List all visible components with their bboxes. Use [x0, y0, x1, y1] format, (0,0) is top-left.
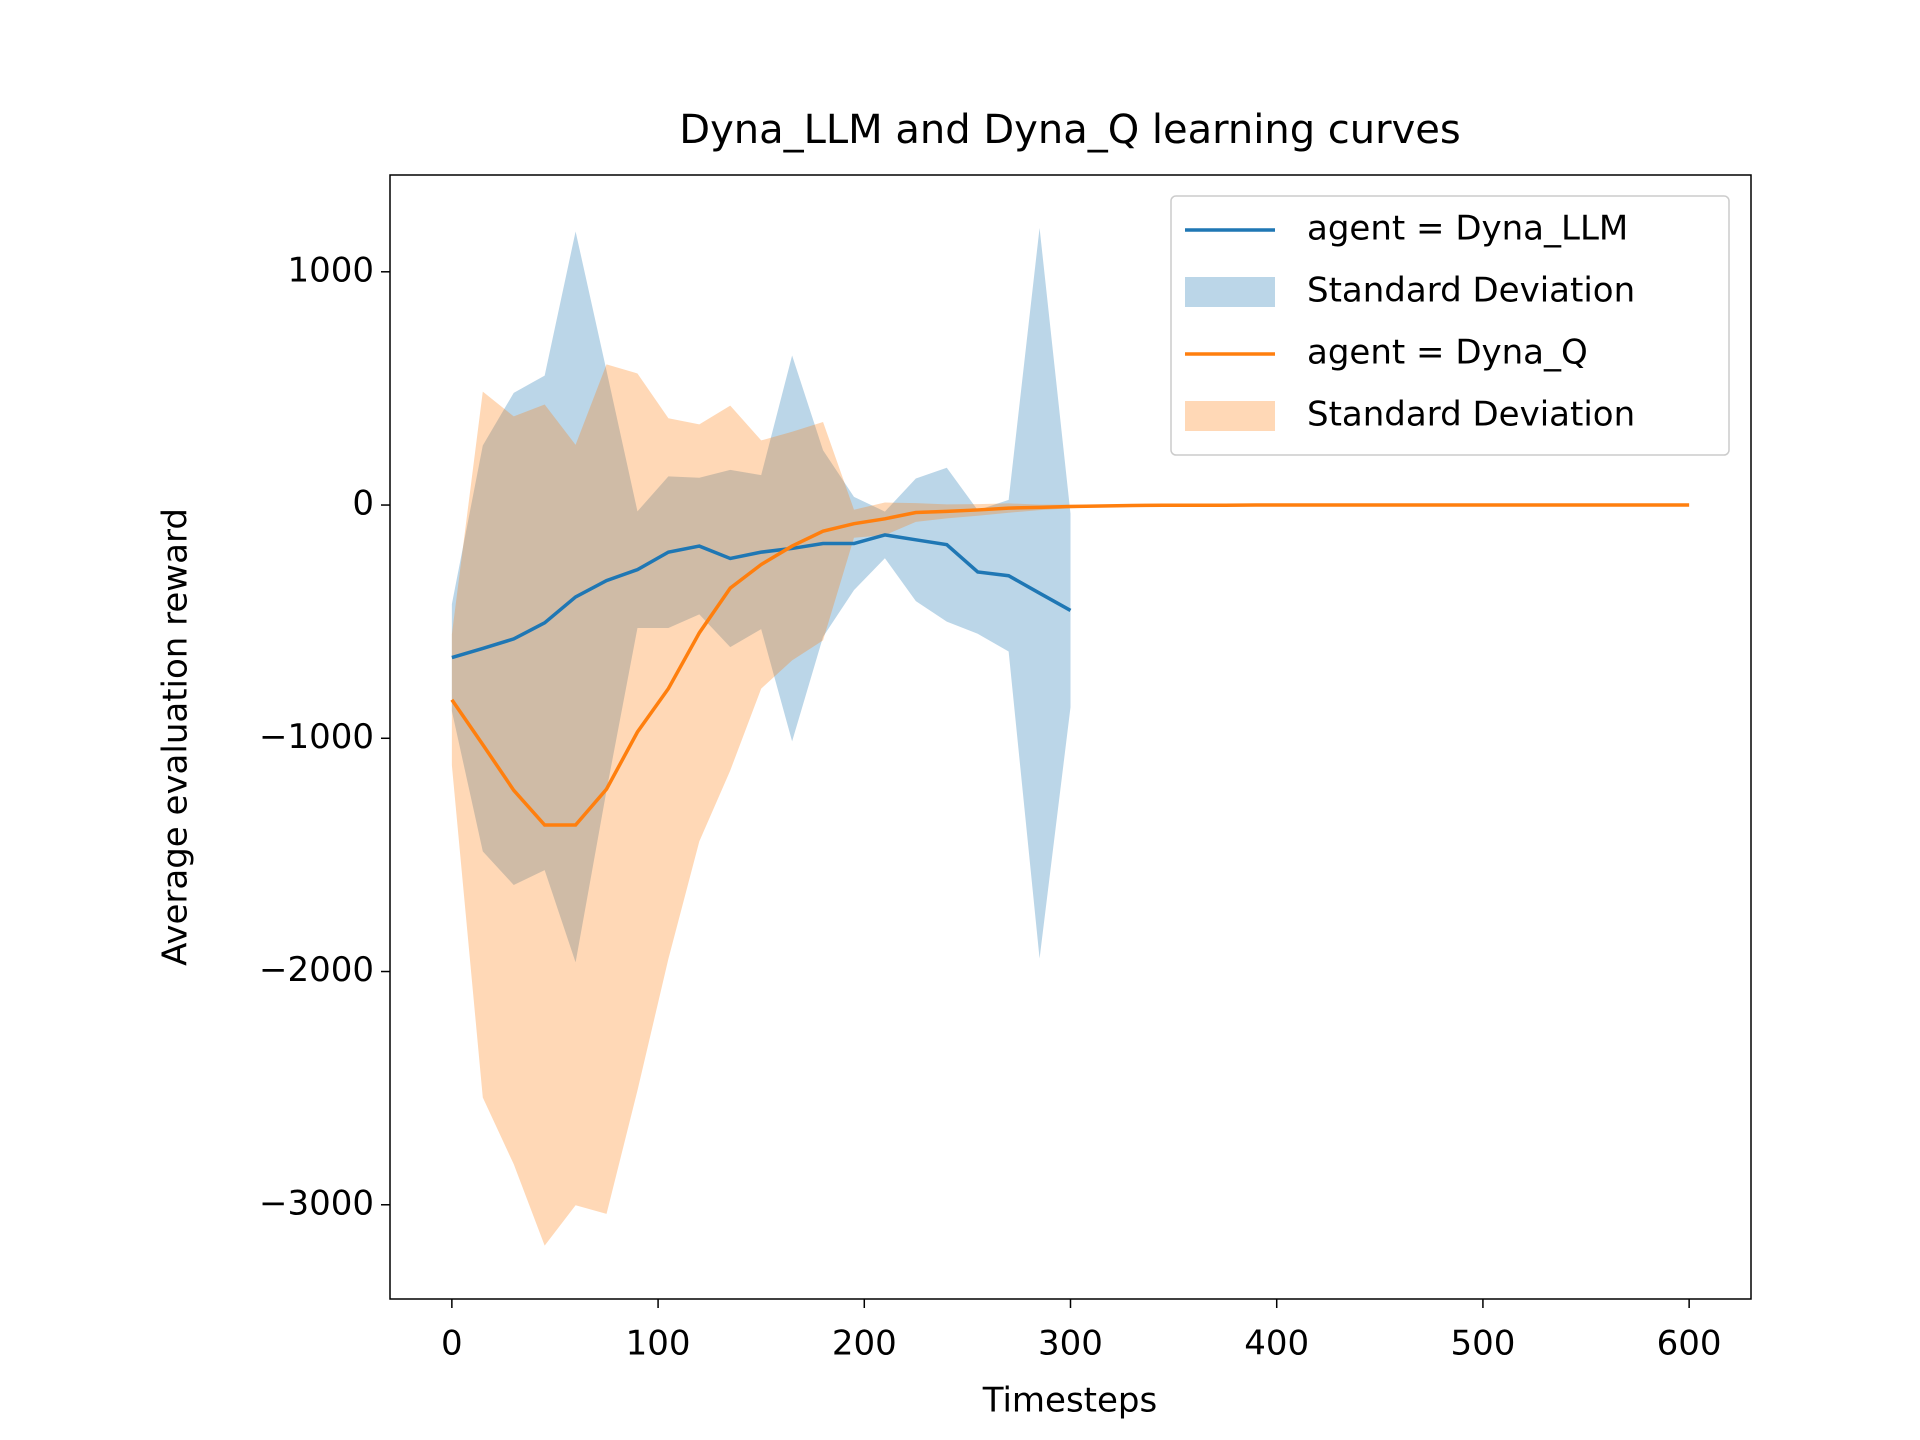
series-line: [451, 533, 1072, 660]
x-tick-label: 600: [1657, 1324, 1722, 1364]
plot-frame: [389, 174, 1752, 1300]
y-tick-label: −3000: [259, 1183, 374, 1223]
legend-box: [1170, 195, 1730, 456]
x-tick-label: 500: [1450, 1324, 1515, 1364]
y-axis-label: Average evaluation reward: [156, 508, 196, 966]
series-line: [450, 503, 1690, 827]
y-tick-label: −1000: [259, 717, 374, 757]
chart-title: Dyna_LLM and Dyna_Q learning curves: [679, 107, 1460, 153]
std-band: [451, 364, 1690, 1246]
legend-label: agent = Dyna_Q: [1307, 333, 1588, 373]
x-tick-label: 100: [626, 1324, 691, 1364]
x-tick-label: 300: [1038, 1324, 1103, 1364]
x-tick-label: 400: [1244, 1324, 1309, 1364]
y-tick-label: 0: [352, 484, 374, 524]
std-band: [451, 227, 1071, 963]
legend-patch: [1185, 401, 1275, 431]
x-axis-label: Timesteps: [982, 1381, 1157, 1421]
legend-label: Standard Deviation: [1307, 395, 1635, 435]
x-tick-label: 0: [441, 1324, 463, 1364]
legend-patch: [1185, 277, 1275, 307]
legend-label: agent = Dyna_LLM: [1307, 209, 1628, 249]
x-tick-label: 200: [832, 1324, 897, 1364]
y-tick-label: −2000: [259, 950, 374, 990]
y-tick-label: 1000: [287, 250, 374, 290]
legend-label: Standard Deviation: [1307, 271, 1635, 311]
